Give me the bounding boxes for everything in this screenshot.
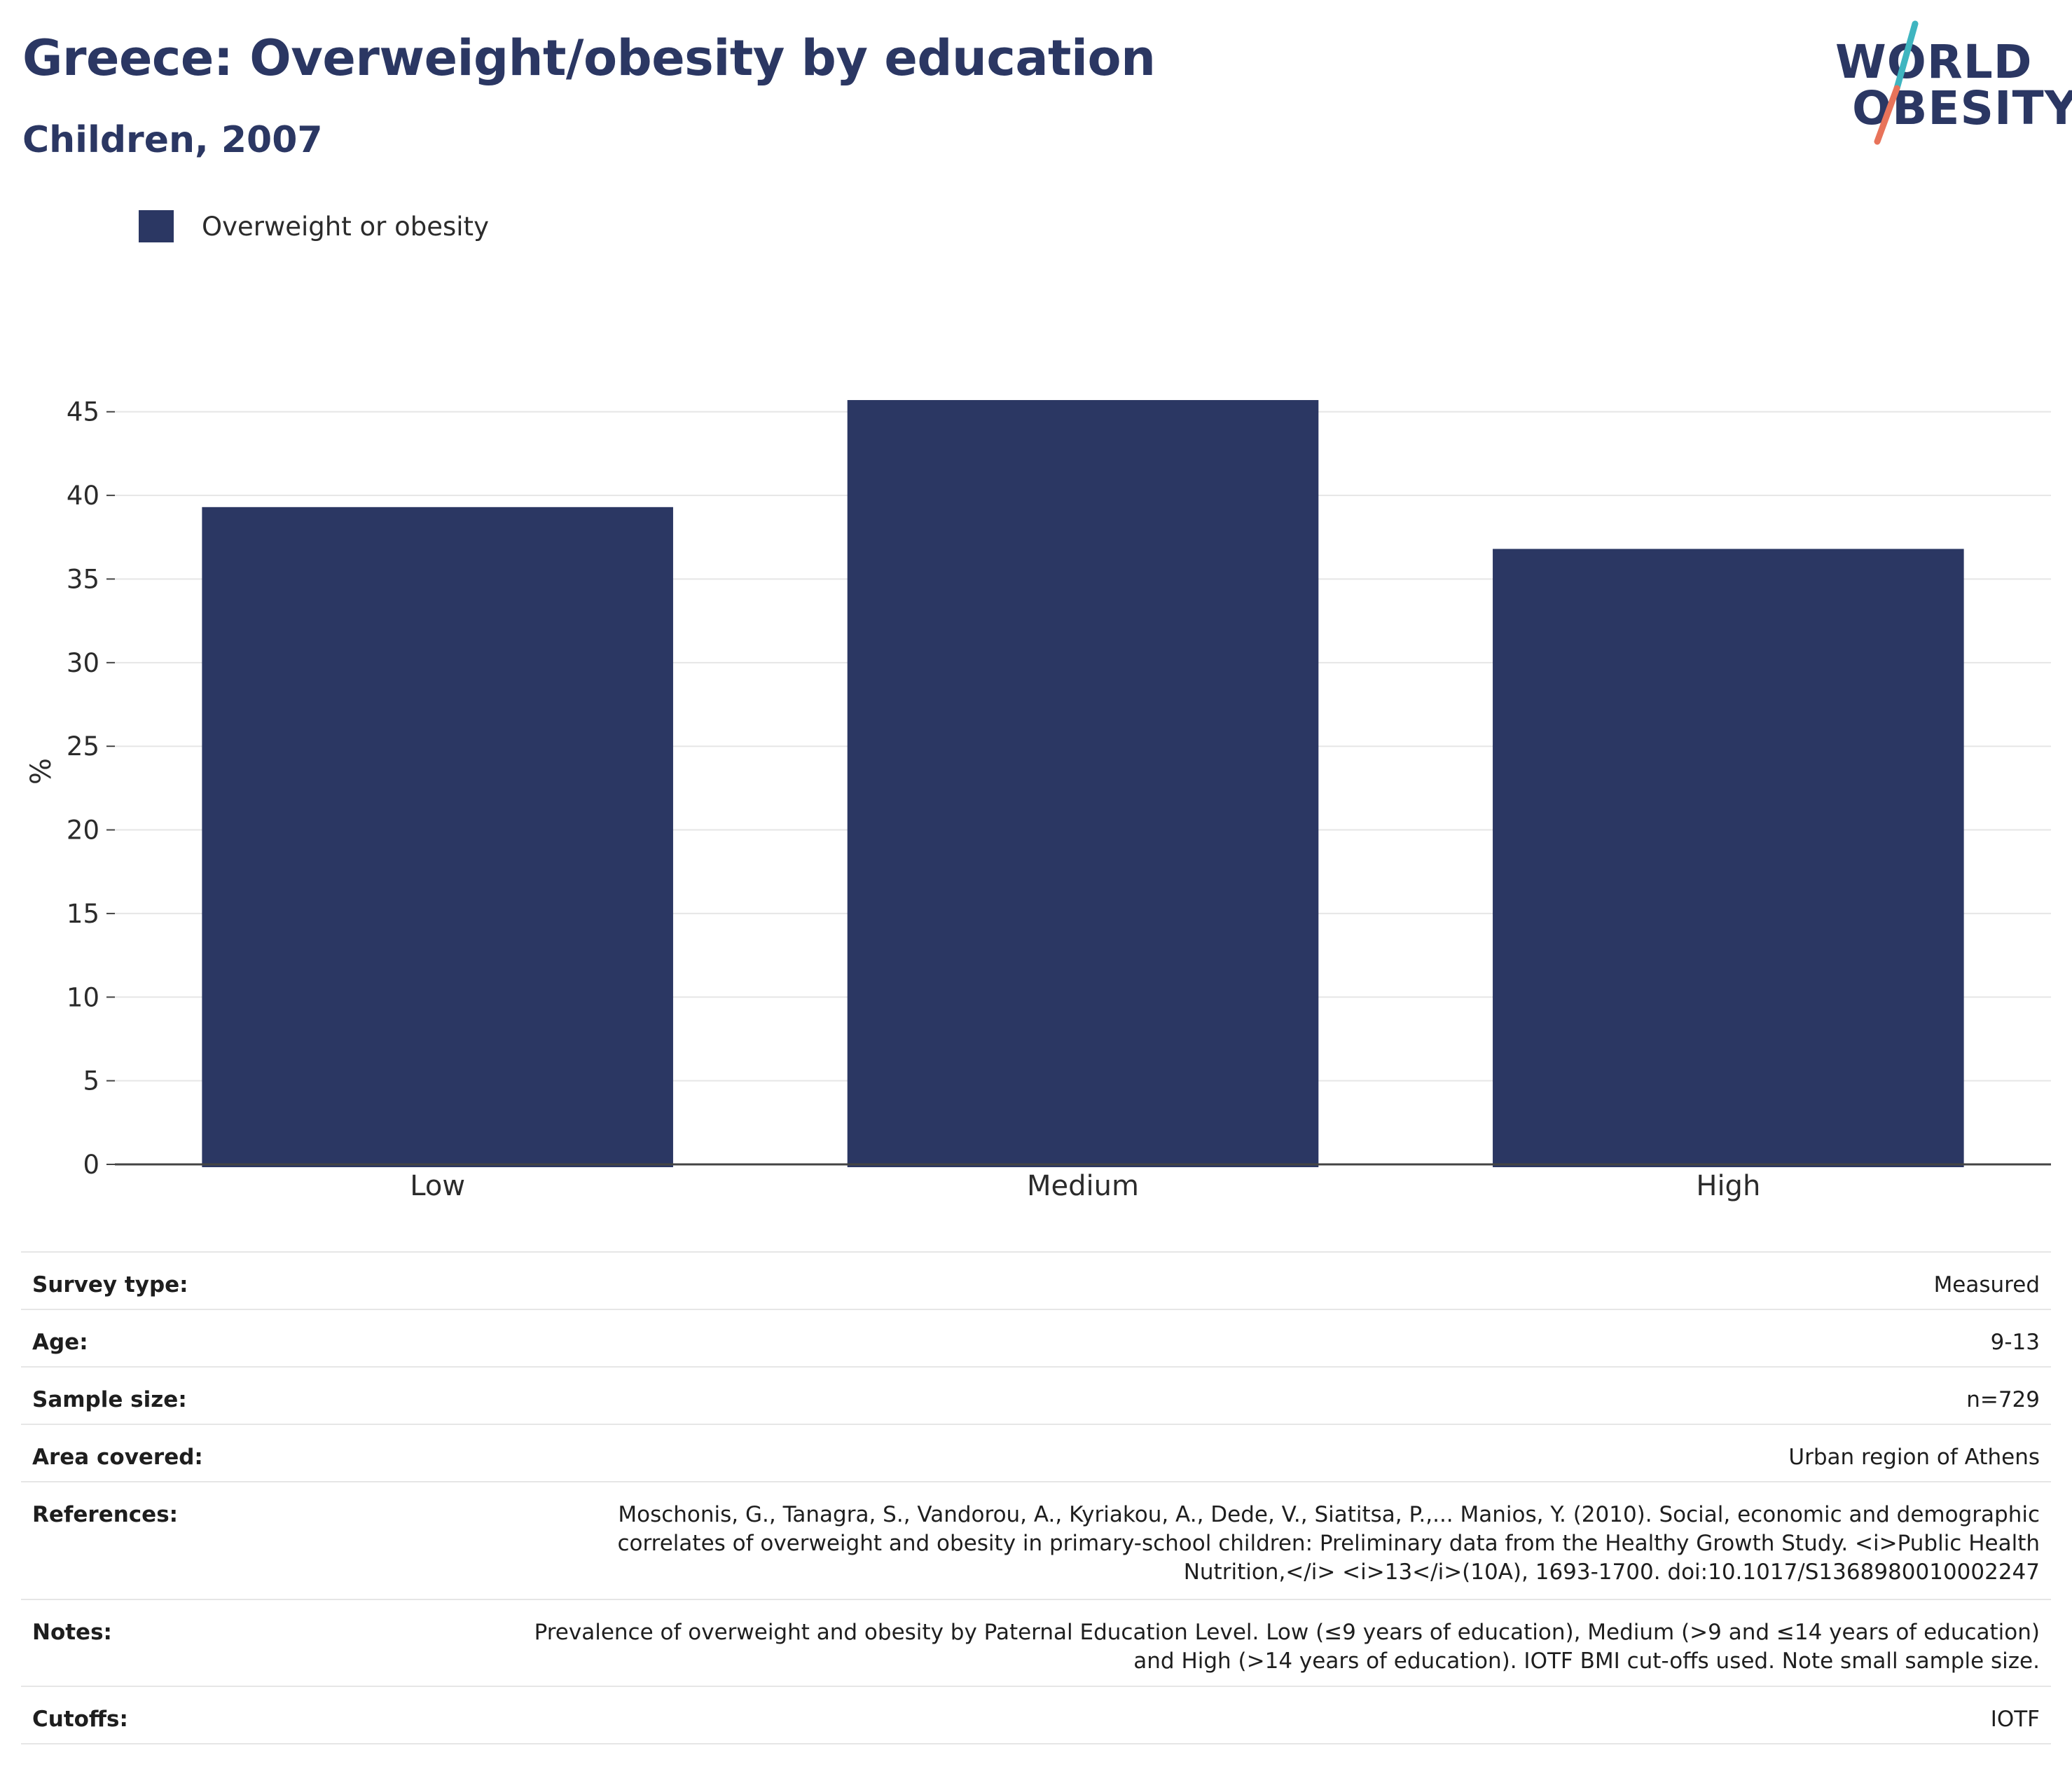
info-value: Measured (1933, 1272, 2040, 1297)
info-label: Area covered: (32, 1445, 203, 1470)
info-value: IOTF (1990, 1707, 2040, 1732)
info-label: References: (32, 1502, 179, 1527)
info-row: Area covered: Urban region of Athens (21, 1424, 2051, 1482)
info-label: Survey type: (32, 1272, 188, 1297)
info-value: 9-13 (1990, 1330, 2040, 1355)
bar-high (1493, 549, 1964, 1167)
y-tick-label: 30 (67, 648, 99, 678)
info-label: Age: (32, 1330, 88, 1355)
info-label: Notes: (32, 1620, 112, 1645)
chart-title: Greece: Overweight/obesity by education (22, 29, 1156, 87)
info-value: n=729 (1966, 1387, 2040, 1412)
logo-slash-icon (1874, 20, 1919, 145)
x-tick-label: High (1696, 1170, 1760, 1202)
info-value: Moschonis, G., Tanagra, S., Vandorou, A.… (617, 1502, 2040, 1585)
chart-legend: Overweight or obesity (139, 209, 489, 244)
info-row: References: Moschonis, G., Tanagra, S., V… (21, 1482, 2051, 1599)
bar-low (202, 507, 673, 1167)
x-tick-label: Low (410, 1170, 465, 1202)
y-tick-label: 45 (67, 397, 99, 427)
y-tick-label: 25 (67, 731, 99, 762)
survey-info-table: Survey type: Measured Age: 9-13 Sample size:… (21, 1251, 2051, 1744)
x-tick-label: Medium (1027, 1170, 1139, 1202)
y-tick-label: 5 (83, 1066, 99, 1096)
y-axis-title: % (25, 758, 57, 785)
info-label: Cutoffs: (32, 1707, 128, 1732)
info-row: Age: 9-13 (21, 1309, 2051, 1367)
y-tick-label: 15 (67, 899, 99, 929)
info-row: Sample size: n=729 (21, 1367, 2051, 1424)
legend-swatch (139, 210, 174, 242)
info-row: Survey type: Measured (21, 1252, 2051, 1309)
bar-medium (847, 400, 1319, 1167)
info-label: Sample size: (32, 1387, 187, 1412)
legend-label: Overweight or obesity (202, 211, 489, 242)
info-value: Prevalence of overweight and obesity by … (534, 1620, 2040, 1674)
logo-text-world: WORLD (1835, 35, 2033, 89)
y-tick-label: 10 (67, 982, 99, 1012)
y-tick-label: 20 (67, 815, 99, 846)
world-obesity-logo: WORLD OBESITY (1821, 18, 2072, 148)
info-row: Cutoffs: IOTF (21, 1686, 2051, 1744)
info-row: Notes: Prevalence of overweight and obesi… (21, 1599, 2051, 1686)
bar-chart: 0 5 10 15 20 25 30 35 40 45% Low Medium High (25, 397, 2051, 1202)
y-tick-label: 0 (83, 1150, 99, 1180)
y-tick-label: 40 (67, 481, 99, 511)
chart-subtitle: Children, 2007 (22, 119, 323, 161)
y-tick-label: 35 (67, 564, 99, 594)
info-value: Urban region of Athens (1788, 1445, 2040, 1470)
